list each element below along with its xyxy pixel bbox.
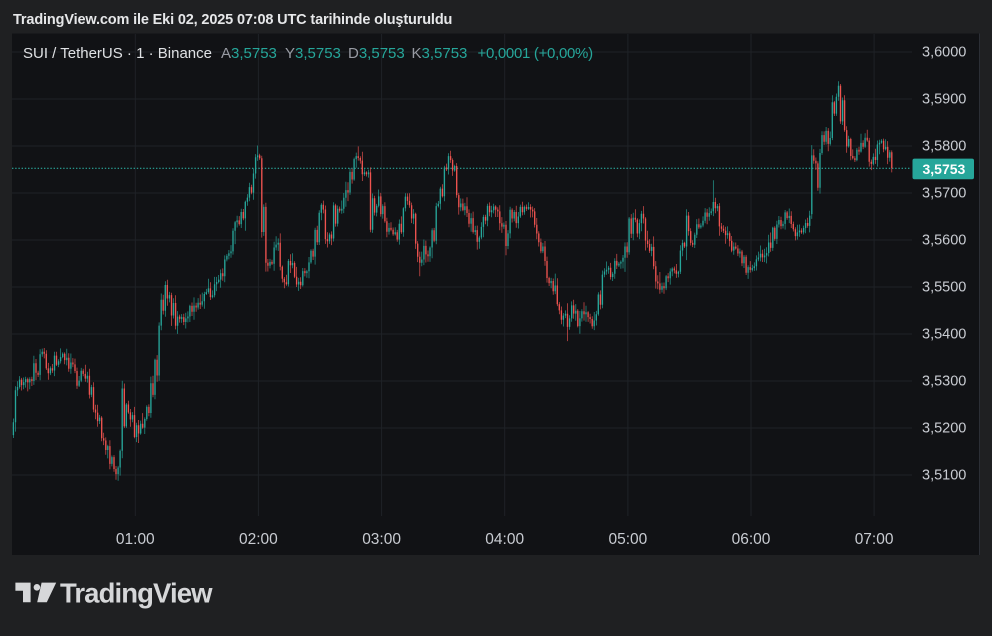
svg-text:3,5600: 3,5600 xyxy=(922,233,966,249)
svg-text:+0,0001 (+0,00%): +0,0001 (+0,00%) xyxy=(478,45,594,62)
svg-text:3,5500: 3,5500 xyxy=(922,280,966,296)
svg-text:K3,5753: K3,5753 xyxy=(412,45,468,62)
svg-text:D3,5753: D3,5753 xyxy=(348,45,405,62)
svg-text:04:00: 04:00 xyxy=(485,531,524,548)
svg-text:3,5400: 3,5400 xyxy=(922,327,966,343)
svg-text:3,6000: 3,6000 xyxy=(922,45,966,61)
svg-text:3,5753: 3,5753 xyxy=(923,161,966,177)
svg-text:07:00: 07:00 xyxy=(855,531,894,548)
svg-text:3,5300: 3,5300 xyxy=(922,374,966,390)
svg-text:3,5700: 3,5700 xyxy=(922,186,966,202)
svg-text:TradingView: TradingView xyxy=(60,578,213,609)
svg-text:3,5200: 3,5200 xyxy=(922,421,966,437)
svg-text:Y3,5753: Y3,5753 xyxy=(285,45,341,62)
svg-text:A3,5753: A3,5753 xyxy=(221,45,277,62)
svg-text:06:00: 06:00 xyxy=(732,531,771,548)
svg-text:05:00: 05:00 xyxy=(609,531,648,548)
svg-text:3,5100: 3,5100 xyxy=(922,468,966,484)
svg-text:TradingView.com ile Eki 02, 20: TradingView.com ile Eki 02, 2025 07:08 U… xyxy=(13,12,452,28)
svg-text:02:00: 02:00 xyxy=(239,531,278,548)
svg-text:3,5800: 3,5800 xyxy=(922,139,966,155)
svg-text:03:00: 03:00 xyxy=(362,531,401,548)
svg-text:3,5900: 3,5900 xyxy=(922,92,966,108)
svg-text:01:00: 01:00 xyxy=(116,531,155,548)
svg-text:SUI / TetherUS · 1 · Binance: SUI / TetherUS · 1 · Binance xyxy=(23,45,212,62)
